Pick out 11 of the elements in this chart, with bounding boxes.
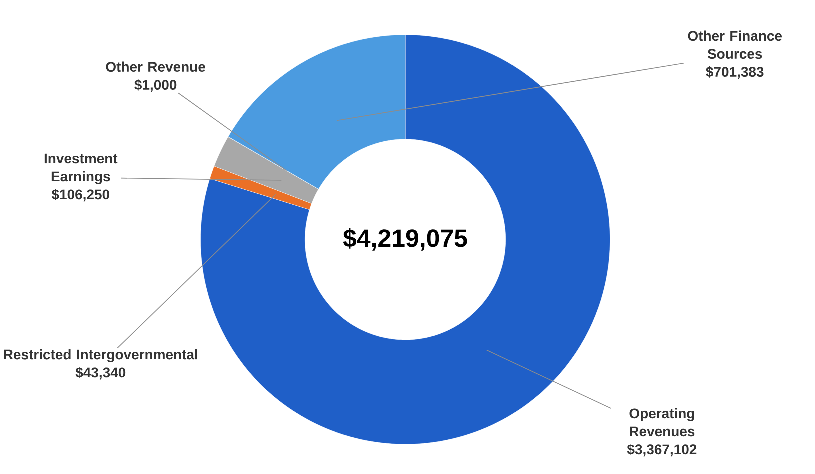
data-label: $3,367,102 bbox=[627, 444, 697, 456]
data-label: $1,000 bbox=[134, 79, 177, 92]
slice-label: Other Revenue bbox=[106, 62, 206, 72]
slice-label: Operating Revenues bbox=[630, 408, 695, 436]
slice-label: Investment Earnings bbox=[44, 154, 118, 184]
text: $4,219,075 bbox=[343, 228, 468, 251]
slice-label: Other Finance Sources bbox=[688, 30, 782, 59]
data-label: $701,383 bbox=[706, 66, 764, 79]
data-label: $43,340 bbox=[76, 366, 126, 380]
slice-label: Restricted Intergovernmental bbox=[4, 349, 198, 362]
data-label: $106,250 bbox=[52, 188, 110, 202]
